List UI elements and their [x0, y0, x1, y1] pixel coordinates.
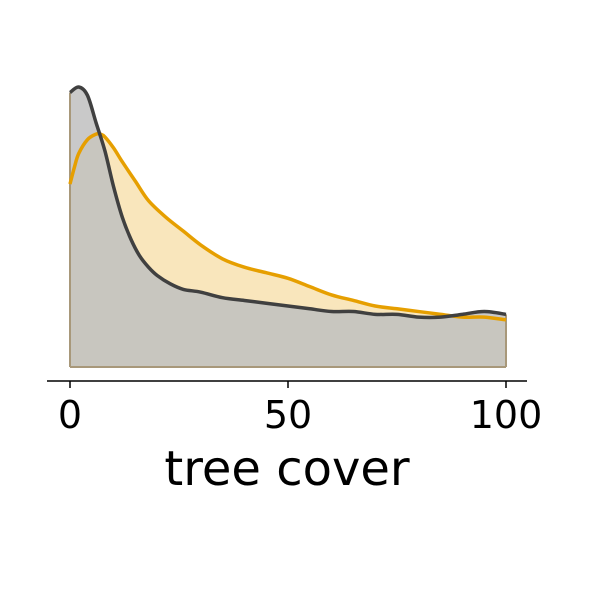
x-tick-label-50: 50	[264, 393, 312, 437]
density-areas	[69, 86, 507, 368]
density-area-2	[70, 86, 506, 368]
x-axis-ticks: 0 50 100	[58, 381, 542, 437]
density-line-2	[68, 85, 507, 320]
x-tick-label-0: 0	[58, 393, 82, 437]
density-lines	[68, 85, 507, 322]
x-axis-title: tree cover	[164, 441, 410, 497]
x-tick-label-100: 100	[470, 393, 543, 437]
